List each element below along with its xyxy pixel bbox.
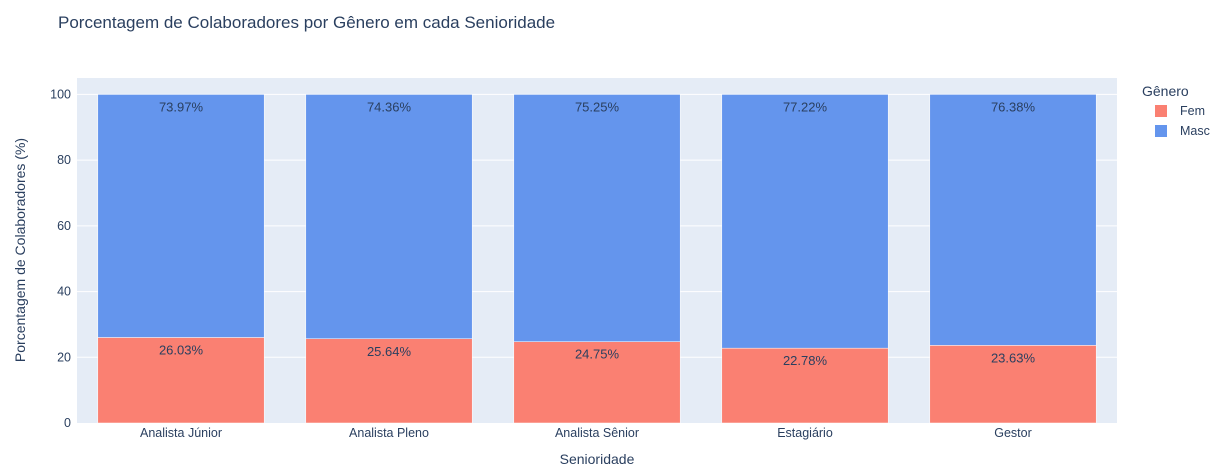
data-label: 74.36%	[367, 99, 412, 114]
data-labels: 26.03% 73.97% 25.64% 74.36% 24.75% 75.25% 22.7…	[159, 99, 1036, 368]
data-label: 23.63%	[991, 350, 1036, 365]
data-label: 76.38%	[991, 99, 1036, 114]
chart-title: Porcentagem de Colaboradores por Gênero …	[58, 13, 555, 32]
data-label: 26.03%	[159, 342, 204, 357]
x-tick-label: Analista Pleno	[349, 426, 429, 440]
y-axis-title: Porcentagem de Colaboradores (%)	[12, 138, 28, 362]
x-axis-title: Senioridade	[560, 451, 635, 467]
legend-title: Gênero	[1142, 83, 1189, 99]
legend-swatch-fem	[1155, 105, 1167, 117]
bar-masc	[721, 94, 889, 349]
data-label: 75.25%	[575, 99, 620, 114]
bar-masc	[513, 94, 681, 342]
data-label: 25.64%	[367, 344, 412, 359]
x-tick-label: Analista Júnior	[140, 426, 222, 440]
bars	[97, 94, 1097, 424]
bar-masc	[929, 94, 1097, 346]
bar-fem	[513, 341, 681, 424]
y-tick-label: 20	[57, 350, 71, 364]
y-tick-label: 0	[64, 416, 71, 430]
y-tick-label: 60	[57, 219, 71, 233]
data-label: 73.97%	[159, 99, 204, 114]
data-label: 24.75%	[575, 347, 620, 362]
x-tick-label: Analista Sênior	[555, 426, 639, 440]
bar-masc	[97, 94, 265, 338]
legend-items: Fem Masc	[1155, 104, 1210, 138]
bar-fem	[97, 337, 265, 424]
data-label: 22.78%	[783, 353, 828, 368]
legend: Gênero Fem Masc	[1142, 83, 1210, 138]
y-axis-ticks: 0 20 40 60 80 100	[50, 87, 71, 430]
data-label: 77.22%	[783, 99, 828, 114]
x-tick-label: Gestor	[994, 426, 1032, 440]
legend-label: Fem	[1180, 104, 1205, 118]
x-axis-ticks: Analista Júnior Analista Pleno Analista Sê…	[140, 426, 1032, 440]
bar-masc	[305, 94, 473, 340]
bar-fem	[929, 345, 1097, 424]
legend-label: Masc	[1180, 124, 1210, 138]
legend-swatch-masc	[1155, 125, 1167, 137]
y-tick-label: 80	[57, 153, 71, 167]
y-tick-label: 100	[50, 87, 71, 101]
x-tick-label: Estagiário	[777, 426, 833, 440]
y-tick-label: 40	[57, 285, 71, 299]
bar-fem	[305, 338, 473, 424]
bar-fem	[721, 347, 889, 424]
